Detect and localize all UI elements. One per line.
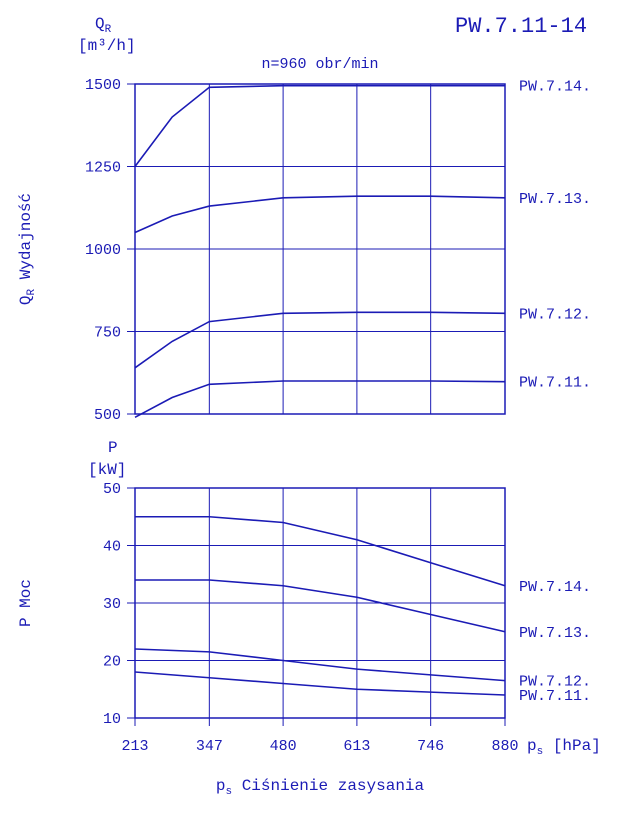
y-tick-label: 1000 — [85, 242, 121, 259]
dual-chart: PW.7.11-14 n=960 obr/min QR[m³/h] 500 750 100… — [0, 0, 622, 814]
x-unit-label: ps [hPa] — [527, 737, 601, 758]
top-side-label: QR Wydajność — [17, 193, 38, 305]
series-label: PW.7.12. — [519, 306, 591, 323]
series-label: PW.7.14. — [519, 579, 591, 596]
chart-subtitle: n=960 obr/min — [261, 56, 378, 73]
series-label: PW.7.13. — [519, 191, 591, 208]
y-tick-label: 40 — [103, 539, 121, 556]
x-tick-label: 613 — [343, 738, 370, 755]
y-tick-label: 30 — [103, 596, 121, 613]
series-label: PW.7.11. — [519, 375, 591, 392]
series-curve — [135, 580, 505, 632]
series-curve — [135, 86, 505, 167]
bottom-y-unit: [kW] — [88, 461, 126, 479]
x-tick-label: 880 — [491, 738, 518, 755]
series-curve — [135, 381, 505, 417]
x-tick-label: 746 — [417, 738, 444, 755]
y-tick-label: 20 — [103, 654, 121, 671]
x-caption: ps Ciśnienie zasysania — [216, 777, 425, 798]
x-tick-label: 213 — [121, 738, 148, 755]
series-label: PW.7.11. — [519, 688, 591, 705]
x-tick-label: 347 — [196, 738, 223, 755]
y-tick-label: 50 — [103, 481, 121, 498]
series-curve — [135, 196, 505, 232]
series-curve — [135, 672, 505, 695]
bottom-y-var: P — [108, 439, 118, 457]
y-tick-label: 500 — [94, 407, 121, 424]
x-tick-label: 480 — [270, 738, 297, 755]
y-tick-label: 750 — [94, 325, 121, 342]
bottom-side-label: P Moc — [17, 579, 35, 627]
y-tick-label: 1500 — [85, 77, 121, 94]
top-y-var: QR — [95, 15, 112, 36]
y-tick-label: 10 — [103, 711, 121, 728]
chart-title: PW.7.11-14 — [455, 14, 587, 39]
series-curve — [135, 312, 505, 367]
series-label: PW.7.14. — [519, 79, 591, 96]
series-label: PW.7.13. — [519, 625, 591, 642]
y-tick-label: 1250 — [85, 160, 121, 177]
series-curve — [135, 517, 505, 586]
top-y-unit: [m³/h] — [78, 37, 136, 55]
